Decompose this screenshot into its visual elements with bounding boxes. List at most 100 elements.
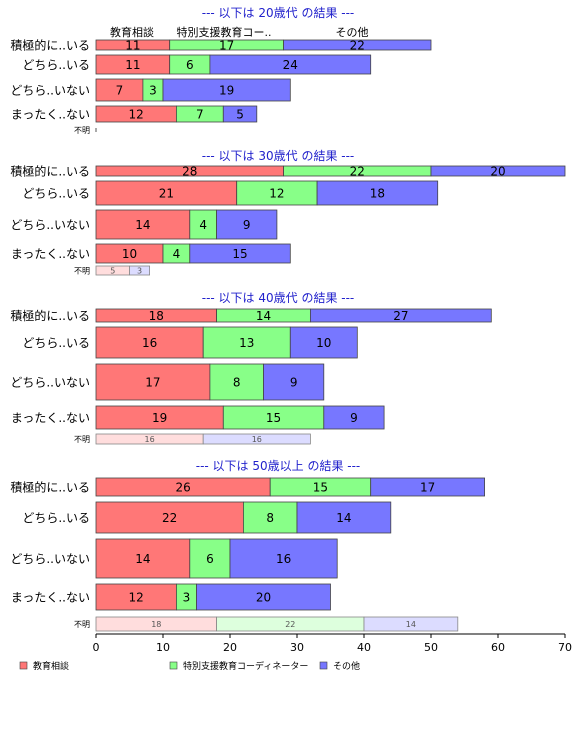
bar-segment xyxy=(196,583,331,611)
bar-segment xyxy=(129,265,151,276)
bar-segment xyxy=(236,180,318,206)
bar-value-label: 12 xyxy=(269,187,284,201)
category-label: どちら..いない xyxy=(10,552,90,566)
bar-row: どちら..いる 22 8 14 xyxy=(22,501,392,534)
bar-segment xyxy=(209,363,264,401)
category-label: 積極的に..いる xyxy=(10,38,90,53)
category-label: まったく..ない xyxy=(11,247,90,261)
bar-row-unknown: 不明 16 16 xyxy=(74,433,311,445)
category-label: 積極的に..いる xyxy=(10,480,90,495)
bar-value-label: 4 xyxy=(199,218,207,232)
bar-value-label: 27 xyxy=(393,309,408,323)
group-4: --- 以下は 50歳以上 の結果 --- 積極的に..いる 26 15 17 どちら..… xyxy=(10,459,486,632)
bar-row-unknown: 不明 5 3 xyxy=(74,265,151,276)
bar-value-label: 15 xyxy=(266,411,281,425)
bar-value-label: 12 xyxy=(129,108,144,122)
bar-value-label: 11 xyxy=(125,58,140,72)
bar-value-label: 10 xyxy=(122,247,137,261)
bar-row: どちら..いない 7 3 19 xyxy=(10,78,291,102)
bar-value-label: 6 xyxy=(206,552,214,566)
bar-value-label: 16 xyxy=(142,336,157,350)
bar-segment xyxy=(202,433,311,445)
x-tick-label: 50 xyxy=(424,641,438,654)
bar-value-label: 22 xyxy=(285,620,295,629)
bar-segment xyxy=(209,54,372,75)
bar-row-unknown: 不明 xyxy=(74,126,97,135)
bar-segment xyxy=(95,180,238,206)
bar-row: まったく..ない 12 7 5 xyxy=(11,105,258,123)
category-label: 積極的に..いる xyxy=(10,164,90,179)
legend-swatch xyxy=(19,661,28,670)
legend-label: その他 xyxy=(333,660,360,672)
bar-value-label: 16 xyxy=(252,435,262,444)
category-label: どちら..いない xyxy=(10,84,90,98)
legend-label: 特別支援教育コーディネーター xyxy=(183,660,308,672)
bar-value-label: 20 xyxy=(490,165,505,179)
bar-segment xyxy=(189,243,291,264)
bar-value-label: 17 xyxy=(145,376,160,390)
category-label: まったく..ない xyxy=(11,108,90,122)
bar-segment xyxy=(370,477,486,497)
bar-value-label: 15 xyxy=(232,247,247,261)
bar-value-label: 7 xyxy=(196,108,204,122)
bar-value-label: 28 xyxy=(182,165,197,179)
bar-value-label: 9 xyxy=(290,376,298,390)
bar-value-label: 18 xyxy=(149,309,164,323)
bar-value-label: 6 xyxy=(186,58,194,72)
bar-segment xyxy=(95,501,244,534)
x-tick-label: 70 xyxy=(558,641,572,654)
bar-segment xyxy=(95,538,191,579)
x-tick-label: 60 xyxy=(491,641,505,654)
bar-value-label: 16 xyxy=(276,552,291,566)
bar-value-label: 14 xyxy=(406,620,416,629)
bar-value-label: 8 xyxy=(233,376,241,390)
bar-value-label: 19 xyxy=(152,411,167,425)
bar-segment xyxy=(263,363,325,401)
bar-segment xyxy=(95,209,191,240)
bar-value-label: 9 xyxy=(243,218,251,232)
category-label: 不明 xyxy=(74,267,90,276)
x-tick-label: 10 xyxy=(156,641,170,654)
top-header-label: 教育相談 xyxy=(110,25,154,39)
bar-value-label: 24 xyxy=(283,58,298,72)
bar-value-label: 14 xyxy=(135,218,150,232)
category-label: 不明 xyxy=(74,435,90,444)
bar-value-label: 5 xyxy=(236,108,244,122)
bar-row: どちら..いる 21 12 18 xyxy=(22,180,439,206)
group-title: --- 以下は 50歳以上 の結果 --- xyxy=(196,459,361,473)
legend-swatch xyxy=(319,661,328,670)
bar-row: まったく..ない 12 3 20 xyxy=(11,583,331,611)
top-header-label: 特別支援教育コー.. xyxy=(177,25,272,39)
bar-value-label: 21 xyxy=(159,187,174,201)
bar-segment xyxy=(309,308,492,323)
bar-value-label: 17 xyxy=(420,481,435,495)
bar-value-label: 22 xyxy=(350,39,365,53)
bar-segment xyxy=(296,501,392,534)
bar-row: まったく..ない 19 15 9 xyxy=(11,405,385,430)
bar-value-label: 16 xyxy=(145,435,155,444)
x-tick-label: 40 xyxy=(357,641,371,654)
bar-row: 積極的に..いる 18 14 27 xyxy=(10,308,492,323)
bar-row: どちら..いない 14 4 9 xyxy=(10,209,278,240)
bar-value-label: 26 xyxy=(175,481,190,495)
category-label: まったく..ない xyxy=(11,591,90,605)
x-tick-label: 0 xyxy=(93,641,100,654)
bar-row: どちら..いない 14 6 16 xyxy=(10,538,338,579)
bar-segment xyxy=(430,165,566,177)
bar-value-label: 13 xyxy=(239,336,254,350)
bar-segment xyxy=(242,501,298,534)
bar-value-label: 18 xyxy=(370,187,385,201)
bar-value-label: 5 xyxy=(110,267,115,276)
group-3: --- 以下は 40歳代 の結果 --- 積極的に..いる 18 14 27 どちら..い… xyxy=(10,291,492,445)
category-label: どちら..いない xyxy=(10,218,90,232)
group-2: --- 以下は 30歳代 の結果 --- 積極的に..いる 28 22 20 どちら..い… xyxy=(10,149,566,276)
bar-value-label: 14 xyxy=(256,309,271,323)
category-label: まったく..ない xyxy=(11,411,90,425)
bar-value-label: 20 xyxy=(256,591,271,605)
bar-value-label: 17 xyxy=(219,39,234,53)
bar-segment xyxy=(283,39,432,51)
legend-label: 教育相談 xyxy=(33,660,69,672)
category-label: どちら..いる xyxy=(22,58,90,72)
